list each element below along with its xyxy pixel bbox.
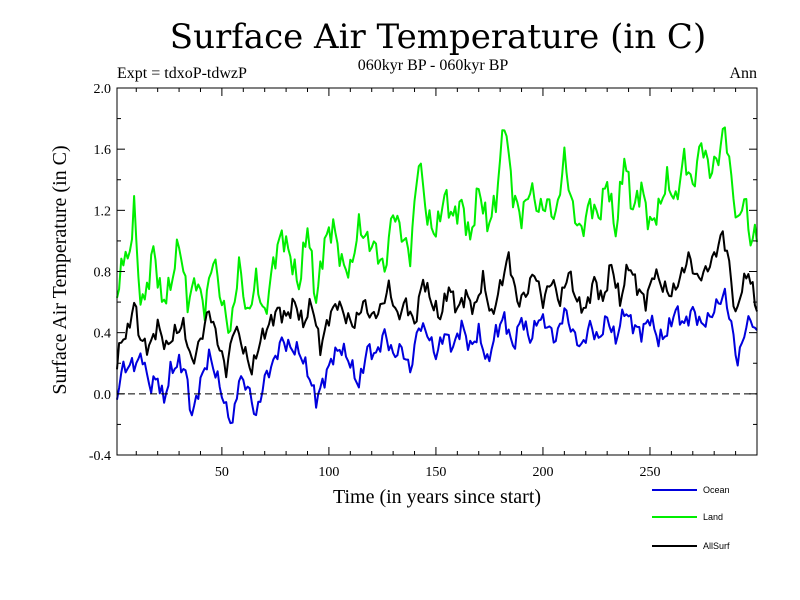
x-axis-label: Time (in years since start): [333, 486, 541, 508]
y-tick-label: 0.4: [94, 327, 112, 342]
x-tick-label: 50: [215, 465, 229, 480]
y-tick-label: 2.0: [94, 82, 112, 97]
tick-layer: -0.4 0.0 0.4 0.8 1.2 1.6 2.0 50 100 150 200 250: [89, 82, 757, 480]
legend-label-ocean: Ocean: [703, 485, 730, 495]
series-layer: [116, 126, 758, 425]
x-tick-label: 250: [639, 465, 660, 480]
legend-label-land: Land: [703, 512, 723, 522]
chart-title: Surface Air Temperature (in C): [170, 17, 706, 57]
y-tick-label: 0.8: [94, 266, 112, 281]
y-tick-label: 0.0: [94, 388, 112, 403]
plot-frame: [116, 87, 758, 456]
chart-subtitle: 060kyr BP - 060kyr BP: [358, 57, 509, 74]
legend-label-allsurf: AllSurf: [703, 541, 730, 551]
period-label: Ann: [729, 65, 757, 82]
series-line-allsurf: [116, 230, 758, 379]
y-tick-label: 1.2: [94, 204, 112, 219]
series-line-land: [116, 126, 758, 334]
legend: Ocean Land AllSurf: [652, 485, 730, 551]
x-tick-label: 150: [425, 465, 446, 480]
y-tick-label: -0.4: [89, 449, 111, 464]
experiment-label: Expt = tdxoP-tdwzP: [117, 65, 247, 82]
y-tick-label: 1.6: [94, 143, 112, 158]
x-tick-label: 200: [532, 465, 553, 480]
series-line-ocean: [116, 287, 758, 425]
y-axis-label: Surface Air Temperature (in C): [49, 145, 71, 394]
x-tick-label: 100: [318, 465, 339, 480]
